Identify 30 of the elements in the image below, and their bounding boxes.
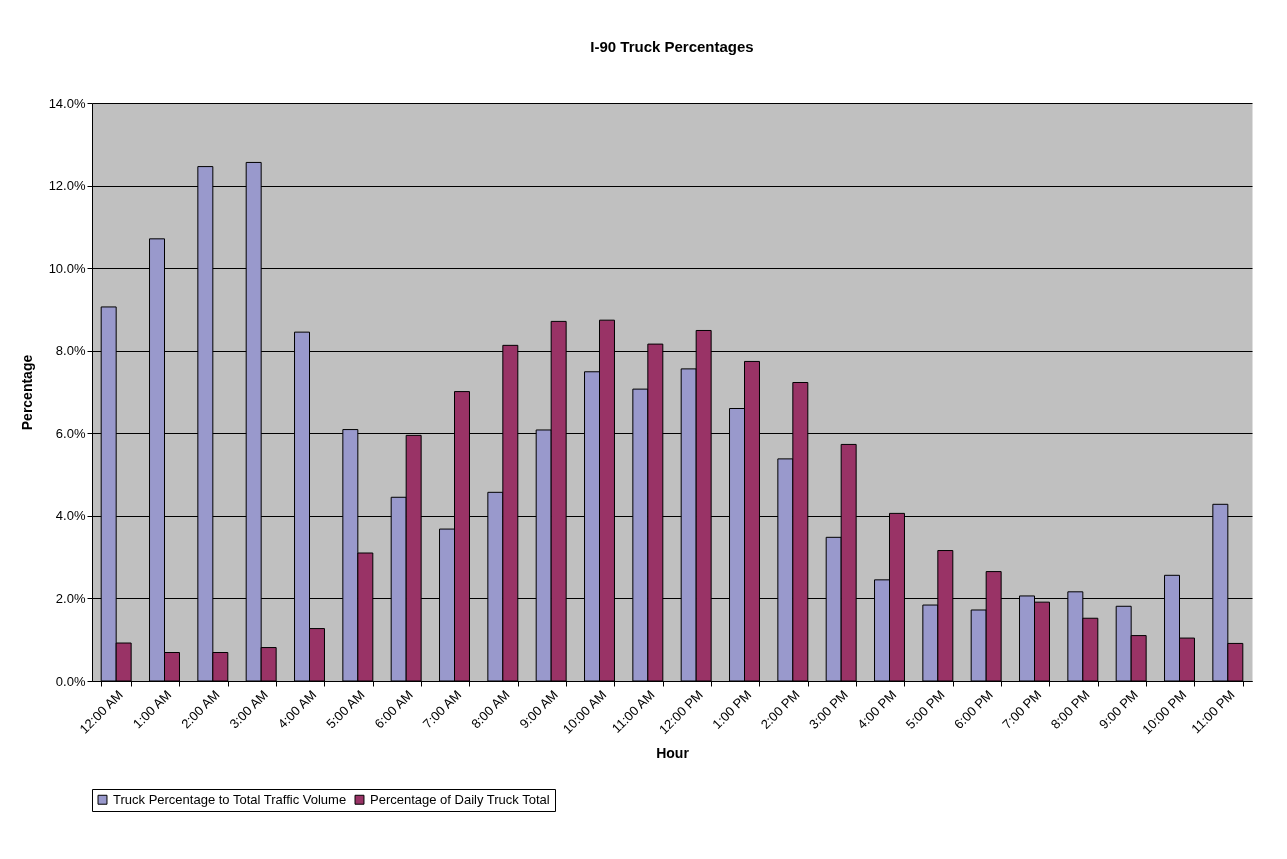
x-tick-label: 8:00 PM [1047,687,1093,732]
x-tick-label: 6:00 PM [951,687,996,732]
y-tick-label: 0.0% [55,673,86,689]
x-tick-label: 1:00 AM [129,687,175,732]
x-tick-label: 7:00 PM [999,687,1045,732]
x-tick-label: 8:00 AM [468,687,513,732]
y-tick-label: 14.0% [48,95,86,111]
legend-label: Percentage of Daily Truck Total [370,791,550,807]
x-axis-title: Hour [656,745,690,762]
x-tick-label: 1:00 PM [709,687,755,732]
x-tick-label: 4:00 PM [854,687,900,732]
x-tick-label: 7:00 AM [419,687,465,732]
x-tick-label: 9:00 PM [1096,687,1141,732]
y-tick-label: 2.0% [55,590,86,606]
x-tick-label: 5:00 PM [902,687,948,732]
y-tick-label: 6.0% [55,425,86,441]
chart-title: I-90 Truck Percentages [590,38,754,55]
x-tick-label: 3:00 AM [226,687,271,732]
x-tick-label: 5:00 AM [323,687,368,732]
y-tick-label: 12.0% [48,178,86,194]
y-tick-label: 8.0% [55,343,86,359]
x-tick-label: 3:00 PM [806,687,851,732]
y-axis-title: Percentage [18,354,35,431]
y-tick-label: 10.0% [48,260,86,276]
x-tick-label: 2:00 PM [757,687,803,732]
legend-label: Truck Percentage to Total Traffic Volume [113,791,347,807]
y-tick-label: 4.0% [55,508,86,524]
x-tick-label: 6:00 AM [371,687,416,732]
x-tick-label: 4:00 AM [274,687,320,732]
x-tick-label: 9:00 AM [516,687,561,732]
